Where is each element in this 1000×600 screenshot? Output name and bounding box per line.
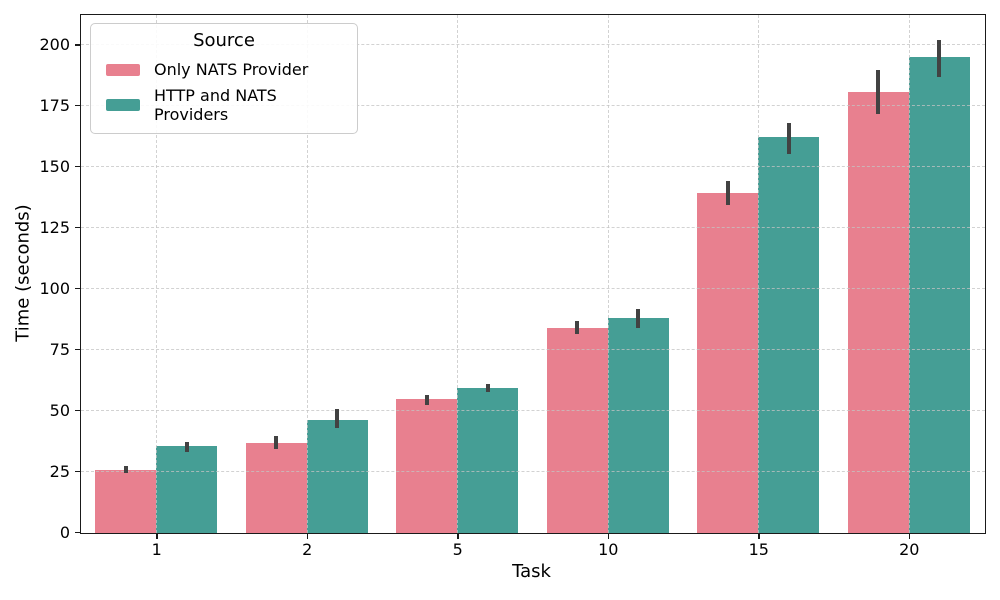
error-bar-http-and-nats-providers-task-20 [937,40,942,77]
gridline-x-1 [156,15,158,533]
gridline-x-10 [607,15,609,533]
bar-only-nats-provider-task-2 [245,442,307,533]
y-tick-label-150: 150 [39,156,70,176]
x-tick-mark-1 [156,534,158,539]
legend-entry-label: HTTP and NATS Providers [154,86,277,124]
legend-title: Source [193,30,255,51]
x-tick-label-10: 10 [598,540,619,559]
bar-http-and-nats-providers-task-5 [457,387,519,533]
y-tick-mark-200 [75,44,80,46]
error-bar-only-nats-provider-task-10 [575,320,580,335]
error-bar-http-and-nats-providers-task-2 [335,408,340,429]
x-tick-mark-15 [758,534,760,539]
y-tick-label-200: 200 [39,34,70,54]
bar-http-and-nats-providers-task-10 [607,318,669,533]
error-bar-only-nats-provider-task-2 [274,436,279,449]
y-axis-label: Time (seconds) [12,203,34,342]
y-tick-label-75: 75 [49,339,70,359]
y-tick-mark-0 [75,531,80,534]
error-bar-only-nats-provider-task-5 [424,395,429,405]
y-tick-label-0: 0 [59,522,70,542]
x-tick-mark-2 [306,534,308,539]
legend-swatch-icon [106,99,140,111]
x-tick-label-20: 20 [899,540,920,559]
gridline-y-200 [81,44,985,46]
bar-http-and-nats-providers-task-15 [758,136,820,533]
gridline-x-20 [908,15,910,533]
y-tick-label-175: 175 [39,95,70,115]
x-axis-label: Task [512,561,551,582]
x-tick-label-5: 5 [452,540,463,559]
y-tick-mark-50 [75,409,80,412]
gridline-y-125 [81,227,985,229]
legend-entry: HTTP and NATS Providers [101,86,347,124]
error-bar-http-and-nats-providers-task-1 [184,441,189,452]
error-bar-only-nats-provider-task-15 [725,180,730,205]
y-tick-mark-175 [75,104,80,107]
x-tick-label-2: 2 [302,540,313,559]
gridline-y-150 [81,166,985,168]
x-tick-mark-20 [908,534,910,539]
error-bar-http-and-nats-providers-task-5 [485,384,490,393]
bar-only-nats-provider-task-20 [847,91,909,533]
y-tick-mark-125 [75,226,80,229]
bar-http-and-nats-providers-task-1 [156,446,218,533]
legend-entry-label: Only NATS Provider [154,60,309,79]
y-tick-label-50: 50 [49,400,70,420]
gridline-y-100 [81,288,985,290]
gridline-y-50 [81,410,985,412]
plot-area [80,14,986,534]
gridline-y-75 [81,349,985,351]
bar-http-and-nats-providers-task-2 [306,419,368,533]
y-tick-mark-100 [75,287,80,290]
bar-http-and-nats-providers-task-20 [908,57,970,533]
y-tick-mark-25 [75,470,80,473]
gridline-y-175 [81,105,985,107]
x-tick-mark-5 [457,534,459,539]
legend-entries: Only NATS Provider HTTP and NATS Provider… [101,60,347,124]
gridline-y-25 [81,471,985,473]
y-tick-mark-150 [75,165,80,168]
x-tick-mark-10 [607,534,609,539]
error-bar-only-nats-provider-task-20 [876,69,881,114]
bar-only-nats-provider-task-15 [697,192,759,533]
legend-entry: Only NATS Provider [101,60,347,79]
bar-only-nats-provider-task-1 [95,469,157,533]
y-tick-mark-75 [75,348,80,351]
error-bar-http-and-nats-providers-task-15 [786,123,791,154]
x-tick-label-15: 15 [748,540,769,559]
gridline-x-15 [758,15,760,533]
bar-only-nats-provider-task-10 [546,328,608,533]
y-tick-label-25: 25 [49,461,70,481]
y-tick-label-100: 100 [39,278,70,298]
gridline-x-2 [306,15,308,533]
legend-swatch-icon [106,63,140,76]
error-bar-only-nats-provider-task-1 [123,465,128,473]
bar-only-nats-provider-task-5 [396,398,458,533]
legend: Source Only NATS Provider HTTP and NATS P… [90,23,358,134]
y-tick-label-125: 125 [39,217,70,237]
x-tick-label-1: 1 [151,540,162,559]
error-bar-http-and-nats-providers-task-10 [636,308,641,329]
gridline-x-5 [457,15,459,533]
